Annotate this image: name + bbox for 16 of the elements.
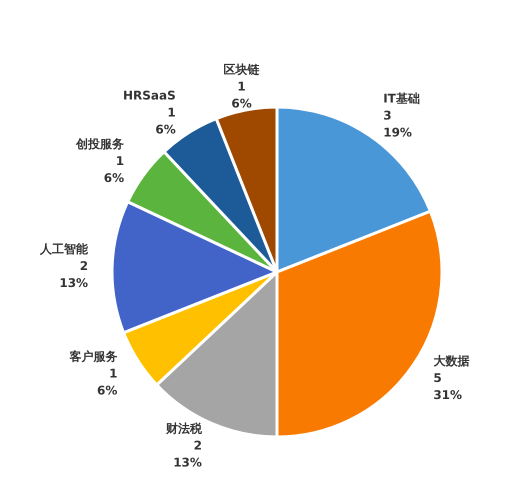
- slice-label: 客户服务: [68, 349, 118, 364]
- slice-label: 人工智能: [39, 242, 90, 256]
- slice-label: 财法税: [164, 421, 203, 436]
- slice-label: 大数据: [433, 354, 470, 368]
- data-label: 2 13%: [173, 438, 202, 470]
- data-label: 2 13%: [59, 259, 88, 290]
- data-label: 3 19%: [383, 108, 412, 140]
- data-label: 5 31%: [433, 371, 462, 402]
- data-label: 1 6%: [97, 366, 118, 398]
- data-label: 1 6%: [155, 105, 176, 136]
- slice-label: IT基础: [383, 92, 420, 106]
- data-label: 1 6%: [104, 154, 124, 185]
- slice-label: 创投服务: [75, 136, 124, 151]
- slice-label: 区块链: [224, 62, 261, 76]
- data-label: 1 6%: [231, 79, 252, 110]
- slice-label: HRSaaS: [122, 88, 176, 102]
